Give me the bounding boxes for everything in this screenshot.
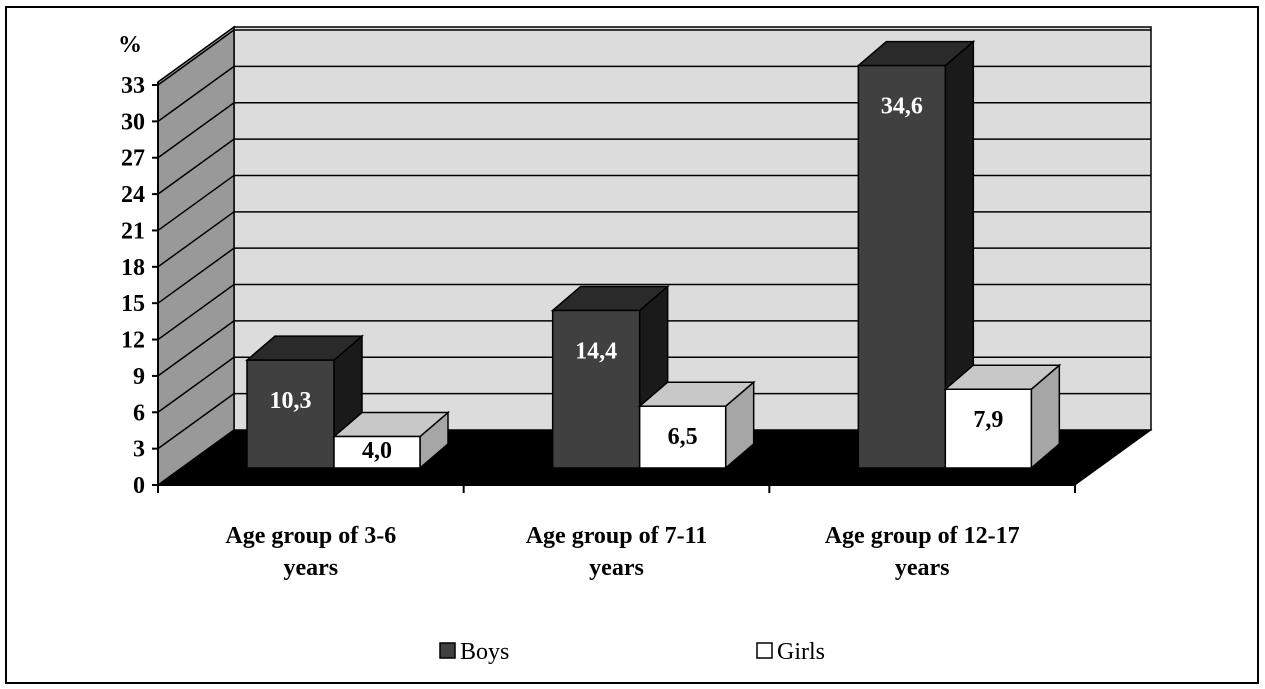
legend-item-girls: Girls <box>756 639 825 665</box>
y-tick-label: 24 <box>121 182 145 208</box>
gridline <box>157 29 1151 86</box>
legend-label: Boys <box>460 639 509 665</box>
bar-front <box>551 309 641 469</box>
y-tick-label: 6 <box>133 400 145 426</box>
bar-front <box>246 359 335 469</box>
gridlines <box>157 29 1151 450</box>
gridline <box>157 211 1151 268</box>
data-label: 6,5 <box>668 424 698 450</box>
legend-swatch <box>439 642 456 659</box>
bar-front <box>638 405 727 469</box>
bar-girls-2: 6,5 <box>637 380 756 470</box>
gridline <box>157 65 1151 122</box>
gridline <box>157 320 1151 377</box>
gridline <box>157 392 1151 450</box>
legend-swatch <box>756 642 773 659</box>
y-tick-label: 12 <box>121 328 145 354</box>
data-label: 34,6 <box>881 94 923 120</box>
y-tick-label: 18 <box>121 255 145 281</box>
legend-label: Girls <box>777 639 825 665</box>
y-axis-label: % <box>118 32 142 58</box>
axes: 0 3 6 9 12 15 18 21 24 27 30 33 Age group of 3-6 year… <box>121 73 1076 581</box>
y-tick-label: 27 <box>121 146 145 172</box>
legend: Boys Girls <box>439 639 825 665</box>
bar-front <box>333 435 421 469</box>
x-tick-label: Age group of 3-6 years <box>225 523 396 581</box>
y-tick-label: 33 <box>121 73 145 99</box>
x-tick-label: Age group of 12-17 years <box>825 523 1020 581</box>
gridline <box>157 247 1151 304</box>
gridline <box>157 356 1151 413</box>
gridline <box>157 101 1151 159</box>
bar-girls-3: 7,9 <box>943 363 1062 470</box>
legend-item-boys: Boys <box>439 639 509 665</box>
y-tick-label: 15 <box>121 291 145 317</box>
bar-girls-1: 4,0 <box>331 410 451 470</box>
bar-front <box>857 64 947 469</box>
data-label: 7,9 <box>973 407 1003 433</box>
y-tick-label: 9 <box>133 364 145 390</box>
bar-front <box>944 388 1033 469</box>
data-label: 4,0 <box>362 438 392 464</box>
y-tick-label: 0 <box>133 473 145 499</box>
gridline <box>157 174 1151 232</box>
gridline <box>157 138 1151 195</box>
x-tick-label: Age group of 7-11 years <box>526 523 708 581</box>
y-tick-label: 21 <box>121 218 145 244</box>
bar-boys-3: 34,6 <box>856 39 976 470</box>
y-tick-label: 30 <box>121 109 145 135</box>
gridline <box>157 283 1151 341</box>
data-label: 10,3 <box>270 388 312 414</box>
data-label: 14,4 <box>575 338 617 364</box>
y-tick-label: 3 <box>133 437 145 463</box>
bars: 10,3 4,0 14,4 6,5 34,6 7,9 <box>244 39 1062 470</box>
